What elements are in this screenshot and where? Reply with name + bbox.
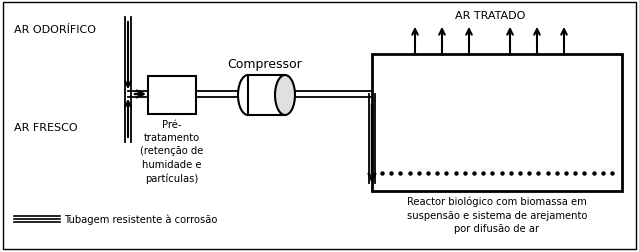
Bar — [148, 77, 196, 115]
Text: AR ODORÍFICO: AR ODORÍFICO — [14, 25, 96, 35]
Text: AR FRESCO: AR FRESCO — [14, 122, 77, 133]
Text: Tubagem resistente à corrosão: Tubagem resistente à corrosão — [64, 214, 217, 224]
Text: Compressor: Compressor — [227, 57, 302, 70]
Text: Reactor biológico com biomassa em
suspensão e sistema de arejamento
por difusão : Reactor biológico com biomassa em suspen… — [407, 196, 587, 233]
Text: Pré-
tratamento
(retenção de
humidade e
partículas): Pré- tratamento (retenção de humidade e … — [141, 119, 204, 183]
Text: AR TRATADO: AR TRATADO — [455, 11, 525, 21]
Ellipse shape — [238, 76, 258, 115]
Ellipse shape — [275, 76, 295, 115]
Bar — [372, 55, 622, 191]
Bar — [248, 76, 285, 115]
